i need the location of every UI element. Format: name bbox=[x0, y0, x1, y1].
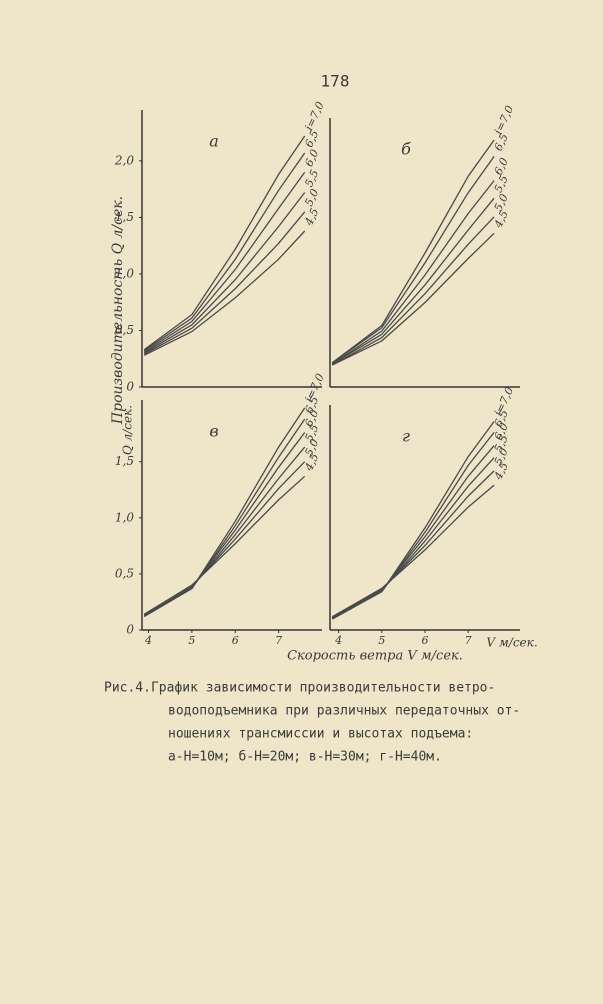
curve bbox=[143, 211, 306, 355]
y-tick-label: 1,0 bbox=[115, 266, 134, 280]
caption-line: а-Н=10м; б-Н=20м; в-Н=30м; г-Н=40м. bbox=[168, 750, 442, 765]
caption-line: Рис.4.График зависимости производительно… bbox=[104, 681, 495, 696]
curve bbox=[331, 431, 495, 620]
x-tick-label: 6 bbox=[422, 634, 429, 647]
curve bbox=[331, 197, 495, 365]
curve bbox=[143, 446, 306, 616]
y-tick-label: 1,5 bbox=[115, 210, 134, 224]
curve bbox=[331, 156, 495, 364]
y-axis-label: Производительность Q л/сек. bbox=[110, 196, 126, 425]
curve bbox=[331, 139, 495, 364]
panel-title: г bbox=[402, 427, 410, 446]
panel-title: в bbox=[209, 422, 218, 441]
x-tick-label: 4 bbox=[334, 634, 342, 647]
y-tick-label: 1,5 bbox=[115, 454, 134, 468]
y-tick-label: 0 bbox=[126, 380, 134, 394]
curve bbox=[143, 230, 306, 356]
curve bbox=[143, 152, 306, 352]
panel-title: б bbox=[401, 140, 411, 159]
curve bbox=[143, 135, 306, 351]
curve bbox=[143, 475, 306, 615]
y-unit-label: Q л/сек. bbox=[121, 405, 135, 455]
x-unit-label: V м/сек. bbox=[486, 636, 537, 650]
x-tick-label: 6 bbox=[232, 634, 239, 647]
y-tick-label: 2,0 bbox=[114, 153, 134, 167]
panel-title: а bbox=[209, 132, 219, 151]
curve bbox=[331, 232, 495, 366]
y-tick-label: 0,5 bbox=[115, 323, 134, 337]
curve bbox=[331, 216, 495, 366]
y-tick-label: 0 bbox=[126, 623, 134, 637]
x-tick-label: 5 bbox=[188, 634, 195, 647]
page-number: 178 bbox=[321, 72, 350, 91]
x-axis-label: Скорость ветра V м/сек. bbox=[287, 649, 463, 664]
caption-line: водоподъемника при различных передаточны… bbox=[168, 704, 520, 719]
x-tick-label: 7 bbox=[465, 634, 472, 647]
x-tick-label: 5 bbox=[378, 634, 385, 647]
caption-line: ношениях трансмиссии и высотах подъема: bbox=[168, 727, 473, 742]
curve bbox=[331, 180, 495, 365]
y-tick-label: 1,0 bbox=[115, 510, 134, 524]
x-tick-label: 7 bbox=[275, 634, 282, 647]
x-tick-label: 4 bbox=[144, 634, 152, 647]
curve bbox=[143, 418, 306, 618]
curve bbox=[143, 171, 306, 353]
curve bbox=[331, 484, 495, 618]
y-tick-label: 0,5 bbox=[115, 566, 134, 580]
curve bbox=[331, 457, 495, 619]
curve bbox=[143, 192, 306, 354]
